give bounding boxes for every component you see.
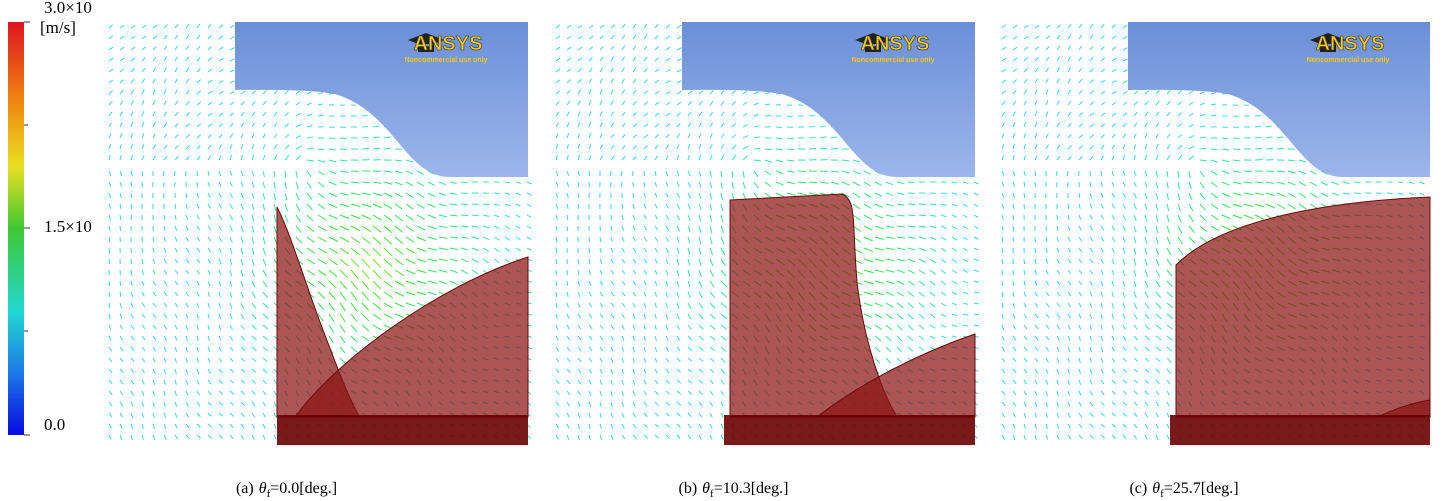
colorbar-max: 3.0×10 — [44, 0, 92, 17]
vector — [461, 182, 467, 183]
caption-symbol: θ — [702, 480, 710, 497]
vector — [578, 259, 579, 264]
vector — [1067, 171, 1068, 176]
vector — [142, 171, 143, 176]
vector — [461, 215, 468, 216]
vector — [1277, 148, 1284, 149]
vector — [776, 138, 782, 139]
vector — [109, 292, 110, 297]
vector — [1013, 226, 1014, 231]
vector — [589, 171, 590, 176]
vector — [765, 115, 770, 116]
hub — [277, 415, 528, 445]
vector — [809, 148, 816, 149]
logo-note: Noncommercial use only — [405, 57, 488, 64]
vector — [908, 193, 915, 194]
vector — [556, 248, 557, 253]
logo: ANSYS — [861, 33, 930, 55]
vector — [142, 248, 143, 253]
cfd-panel: ANSYS Noncommercial use only — [552, 22, 979, 445]
cfd-panel: ANSYS Noncommercial use only — [998, 22, 1430, 445]
colorbar-ticks — [24, 22, 30, 435]
vector — [622, 204, 623, 209]
vector — [362, 137, 369, 138]
vector — [285, 171, 286, 178]
caption-value: =0.0[deg.] — [270, 480, 337, 497]
vector — [831, 148, 838, 149]
vector — [809, 137, 816, 138]
vector — [621, 171, 622, 176]
vector — [908, 215, 915, 216]
vector — [1035, 248, 1036, 253]
vector — [174, 171, 175, 176]
vector — [362, 126, 368, 127]
caption: (a)θf=0.0[deg.] — [236, 480, 337, 500]
vector — [1354, 193, 1361, 194]
hub — [724, 415, 975, 445]
vector — [109, 248, 110, 253]
vector — [1255, 137, 1262, 138]
caption-label: (b) — [679, 480, 698, 497]
figure: 3.0×10 [m/s] 1.5×10 0.0 ANSYS Noncommerci… — [0, 0, 1443, 501]
caption-value: =10.3[deg.] — [714, 480, 789, 497]
logo-note: Noncommercial use only — [1307, 57, 1390, 64]
vector — [1222, 138, 1228, 139]
vector — [1002, 248, 1003, 253]
vector — [589, 248, 590, 253]
caption-symbol: θ — [1152, 480, 1160, 497]
vector — [340, 149, 347, 150]
colorbar — [8, 22, 24, 435]
colorbar-unit: [m/s] — [40, 18, 76, 37]
vector — [131, 259, 132, 264]
vector — [461, 193, 468, 194]
hub — [1170, 415, 1430, 445]
vector — [329, 138, 335, 139]
vector — [318, 115, 323, 116]
caption-label: (c) — [1129, 480, 1147, 497]
cfd-panel: ANSYS Noncommercial use only — [105, 22, 532, 445]
vector — [1233, 149, 1240, 150]
vector — [908, 182, 914, 183]
caption-value: =25.7[deg.] — [1164, 480, 1239, 497]
vector — [1178, 171, 1179, 178]
colorbar-mid: 1.5×10 — [44, 217, 92, 236]
caption: (c)θf=25.7[deg.] — [1129, 480, 1238, 500]
vector — [567, 226, 568, 231]
vector — [1024, 259, 1025, 264]
vector — [1035, 171, 1036, 176]
vector — [1211, 115, 1216, 116]
vector — [556, 292, 557, 297]
vector — [384, 148, 391, 149]
vector — [787, 149, 794, 150]
vector — [1255, 148, 1262, 149]
vector — [809, 126, 815, 127]
vector — [120, 226, 121, 231]
vector — [175, 204, 176, 209]
vector — [1354, 182, 1360, 183]
colorbar-min: 0.0 — [44, 415, 65, 434]
caption: (b)θf=10.3[deg.] — [679, 480, 789, 500]
vector — [1068, 204, 1069, 209]
caption-label: (a) — [236, 480, 254, 497]
logo-note: Noncommercial use only — [852, 57, 935, 64]
vector — [362, 148, 369, 149]
caption-symbol: θ — [259, 480, 267, 497]
logo: ANSYS — [1316, 33, 1385, 55]
vector — [1002, 292, 1003, 297]
logo: ANSYS — [414, 33, 483, 55]
vector — [1255, 126, 1261, 127]
vector — [732, 171, 733, 178]
